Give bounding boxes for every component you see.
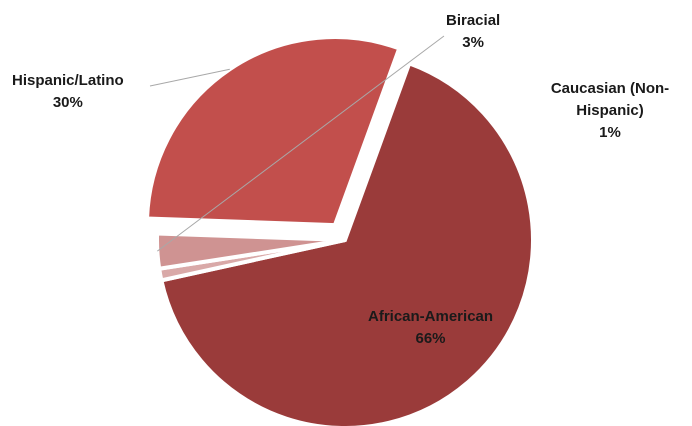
label-biracial-value: 3%	[462, 34, 484, 51]
label-biracial: Biracial 3%	[446, 10, 500, 54]
label-caucasian: Caucasian (Non-Hispanic) 1%	[535, 78, 685, 144]
label-caucasian-value: 1%	[599, 124, 621, 141]
label-hispanic-latino-value: 30%	[52, 94, 83, 111]
pie-slice-african-american	[158, 60, 535, 426]
leader-line-biracial	[157, 35, 445, 252]
label-hispanic-latino: Hispanic/Latino 30%	[12, 70, 124, 114]
label-african-american-value: 66%	[415, 330, 446, 347]
label-hispanic-latino-name: Hispanic/Latino	[12, 72, 124, 89]
label-african-american-name: African-American	[368, 308, 494, 325]
label-caucasian-name: Caucasian (Non-Hispanic)	[550, 80, 670, 119]
leader-line-hispanic-latino	[149, 68, 230, 87]
label-biracial-name: Biracial	[446, 12, 501, 29]
label-african-american: African-American 66%	[368, 306, 493, 350]
